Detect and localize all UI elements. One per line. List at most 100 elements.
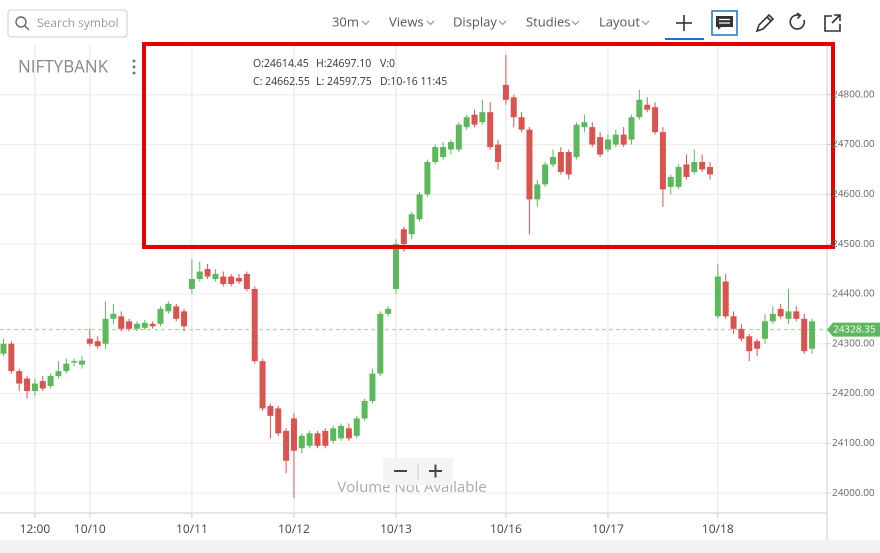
- y-tick-label: 24700.00: [832, 136, 875, 150]
- candle-body: [126, 321, 133, 329]
- candle-body: [447, 142, 454, 150]
- candle-body: [204, 269, 211, 277]
- plot-area: [0, 45, 827, 513]
- candle-body: [377, 313, 384, 374]
- search-placeholder[interactable]: Search symbol: [37, 14, 119, 31]
- candle-body: [236, 278, 242, 282]
- candle-body: [769, 313, 776, 322]
- candle-body: [94, 341, 101, 347]
- candle-body: [283, 430, 290, 461]
- candle-body: [746, 336, 753, 352]
- symbol-menu[interactable]: [132, 59, 136, 75]
- readout-volume: V:0: [380, 57, 395, 71]
- candle-body: [424, 162, 431, 195]
- candle-body: [259, 361, 266, 409]
- candle-body: [714, 276, 721, 317]
- candle-body: [47, 376, 54, 387]
- x-tick-label: 12:00: [20, 520, 51, 537]
- candle-body: [573, 124, 580, 158]
- candle-body: [393, 244, 399, 289]
- candle-body: [589, 127, 596, 145]
- search-icon: [15, 16, 27, 28]
- candle-body: [487, 112, 494, 148]
- readout-open: O:24614.45: [253, 57, 309, 71]
- candle-body: [220, 276, 227, 284]
- candle-body: [345, 428, 352, 439]
- candle-body: [581, 122, 588, 128]
- candle-body: [306, 433, 313, 446]
- candle-body: [157, 308, 164, 324]
- candle-body: [463, 117, 470, 128]
- y-tick-label: 24600.00: [832, 186, 875, 200]
- crosshair-button[interactable]: [665, 15, 704, 40]
- x-tick-label: 10/16: [490, 520, 522, 537]
- candle-body: [16, 371, 23, 384]
- menu-interval[interactable]: 30m: [332, 12, 359, 30]
- last-price-label: 24328.35: [833, 321, 876, 335]
- readout-close: C: 24662.55: [253, 75, 310, 89]
- menu-views[interactable]: Views: [389, 12, 424, 30]
- candle-body: [416, 194, 423, 220]
- search-box[interactable]: [7, 9, 128, 38]
- chevron: [498, 20, 507, 26]
- candle-body: [636, 99, 643, 118]
- candle-body: [557, 152, 564, 172]
- candle-body: [432, 147, 439, 162]
- y-tick-label: 24800.00: [832, 86, 875, 100]
- candle-body: [228, 276, 235, 284]
- menu-studies[interactable]: Studies: [526, 12, 570, 30]
- candle-body: [133, 323, 140, 329]
- candle-body: [149, 323, 156, 327]
- x-tick-label: 10/10: [74, 520, 106, 537]
- candle-body: [652, 107, 659, 133]
- candle-body: [353, 418, 360, 436]
- y-tick-label: 24400.00: [832, 286, 875, 300]
- candle-body: [0, 343, 7, 354]
- candle-body: [314, 433, 321, 446]
- candle-body: [777, 308, 784, 317]
- reset-button[interactable]: [789, 12, 806, 30]
- menu-layout[interactable]: Layout: [599, 12, 640, 30]
- x-tick-label: 10/12: [278, 520, 310, 537]
- candle-body: [31, 383, 38, 392]
- candle-body: [597, 137, 604, 155]
- x-tick-label: 10/17: [592, 520, 624, 537]
- chevron: [426, 20, 435, 26]
- comment-button[interactable]: [711, 10, 738, 36]
- zoom-in[interactable]: [429, 464, 442, 478]
- candle-body: [738, 328, 745, 339]
- candle-body: [440, 147, 447, 158]
- candle-body: [173, 306, 180, 319]
- readout-low: L: 24597.75: [316, 75, 372, 89]
- candle-body: [400, 229, 407, 245]
- candle-body: [196, 271, 203, 279]
- candle-body: [267, 405, 274, 416]
- candle-body: [565, 152, 572, 175]
- candle-body: [667, 176, 674, 187]
- draw-button[interactable]: [755, 13, 775, 33]
- candle-body: [730, 316, 737, 329]
- candle-body: [510, 97, 517, 118]
- menu-display[interactable]: Display: [453, 12, 497, 30]
- candle-body: [659, 132, 666, 190]
- candle-body: [495, 144, 502, 162]
- popout-button[interactable]: [824, 14, 841, 32]
- candle-body: [55, 371, 62, 377]
- candle-body: [612, 134, 619, 145]
- chevron: [361, 20, 370, 26]
- toolbar: Search symbol 30m Views Display Studies …: [7, 9, 841, 40]
- candle-body: [181, 311, 188, 327]
- x-tick-label: 10/11: [176, 520, 208, 537]
- candle-body: [298, 435, 305, 449]
- candle-body: [620, 134, 627, 145]
- candle-body: [526, 129, 533, 200]
- symbol: NIFTYBANK: [18, 55, 109, 78]
- candle-body: [79, 360, 85, 365]
- candle-body: [754, 341, 761, 349]
- chevron: [571, 20, 580, 26]
- candle-body: [275, 408, 282, 434]
- candle-body: [212, 274, 219, 279]
- candle-body: [644, 104, 651, 110]
- candle-body: [518, 117, 525, 130]
